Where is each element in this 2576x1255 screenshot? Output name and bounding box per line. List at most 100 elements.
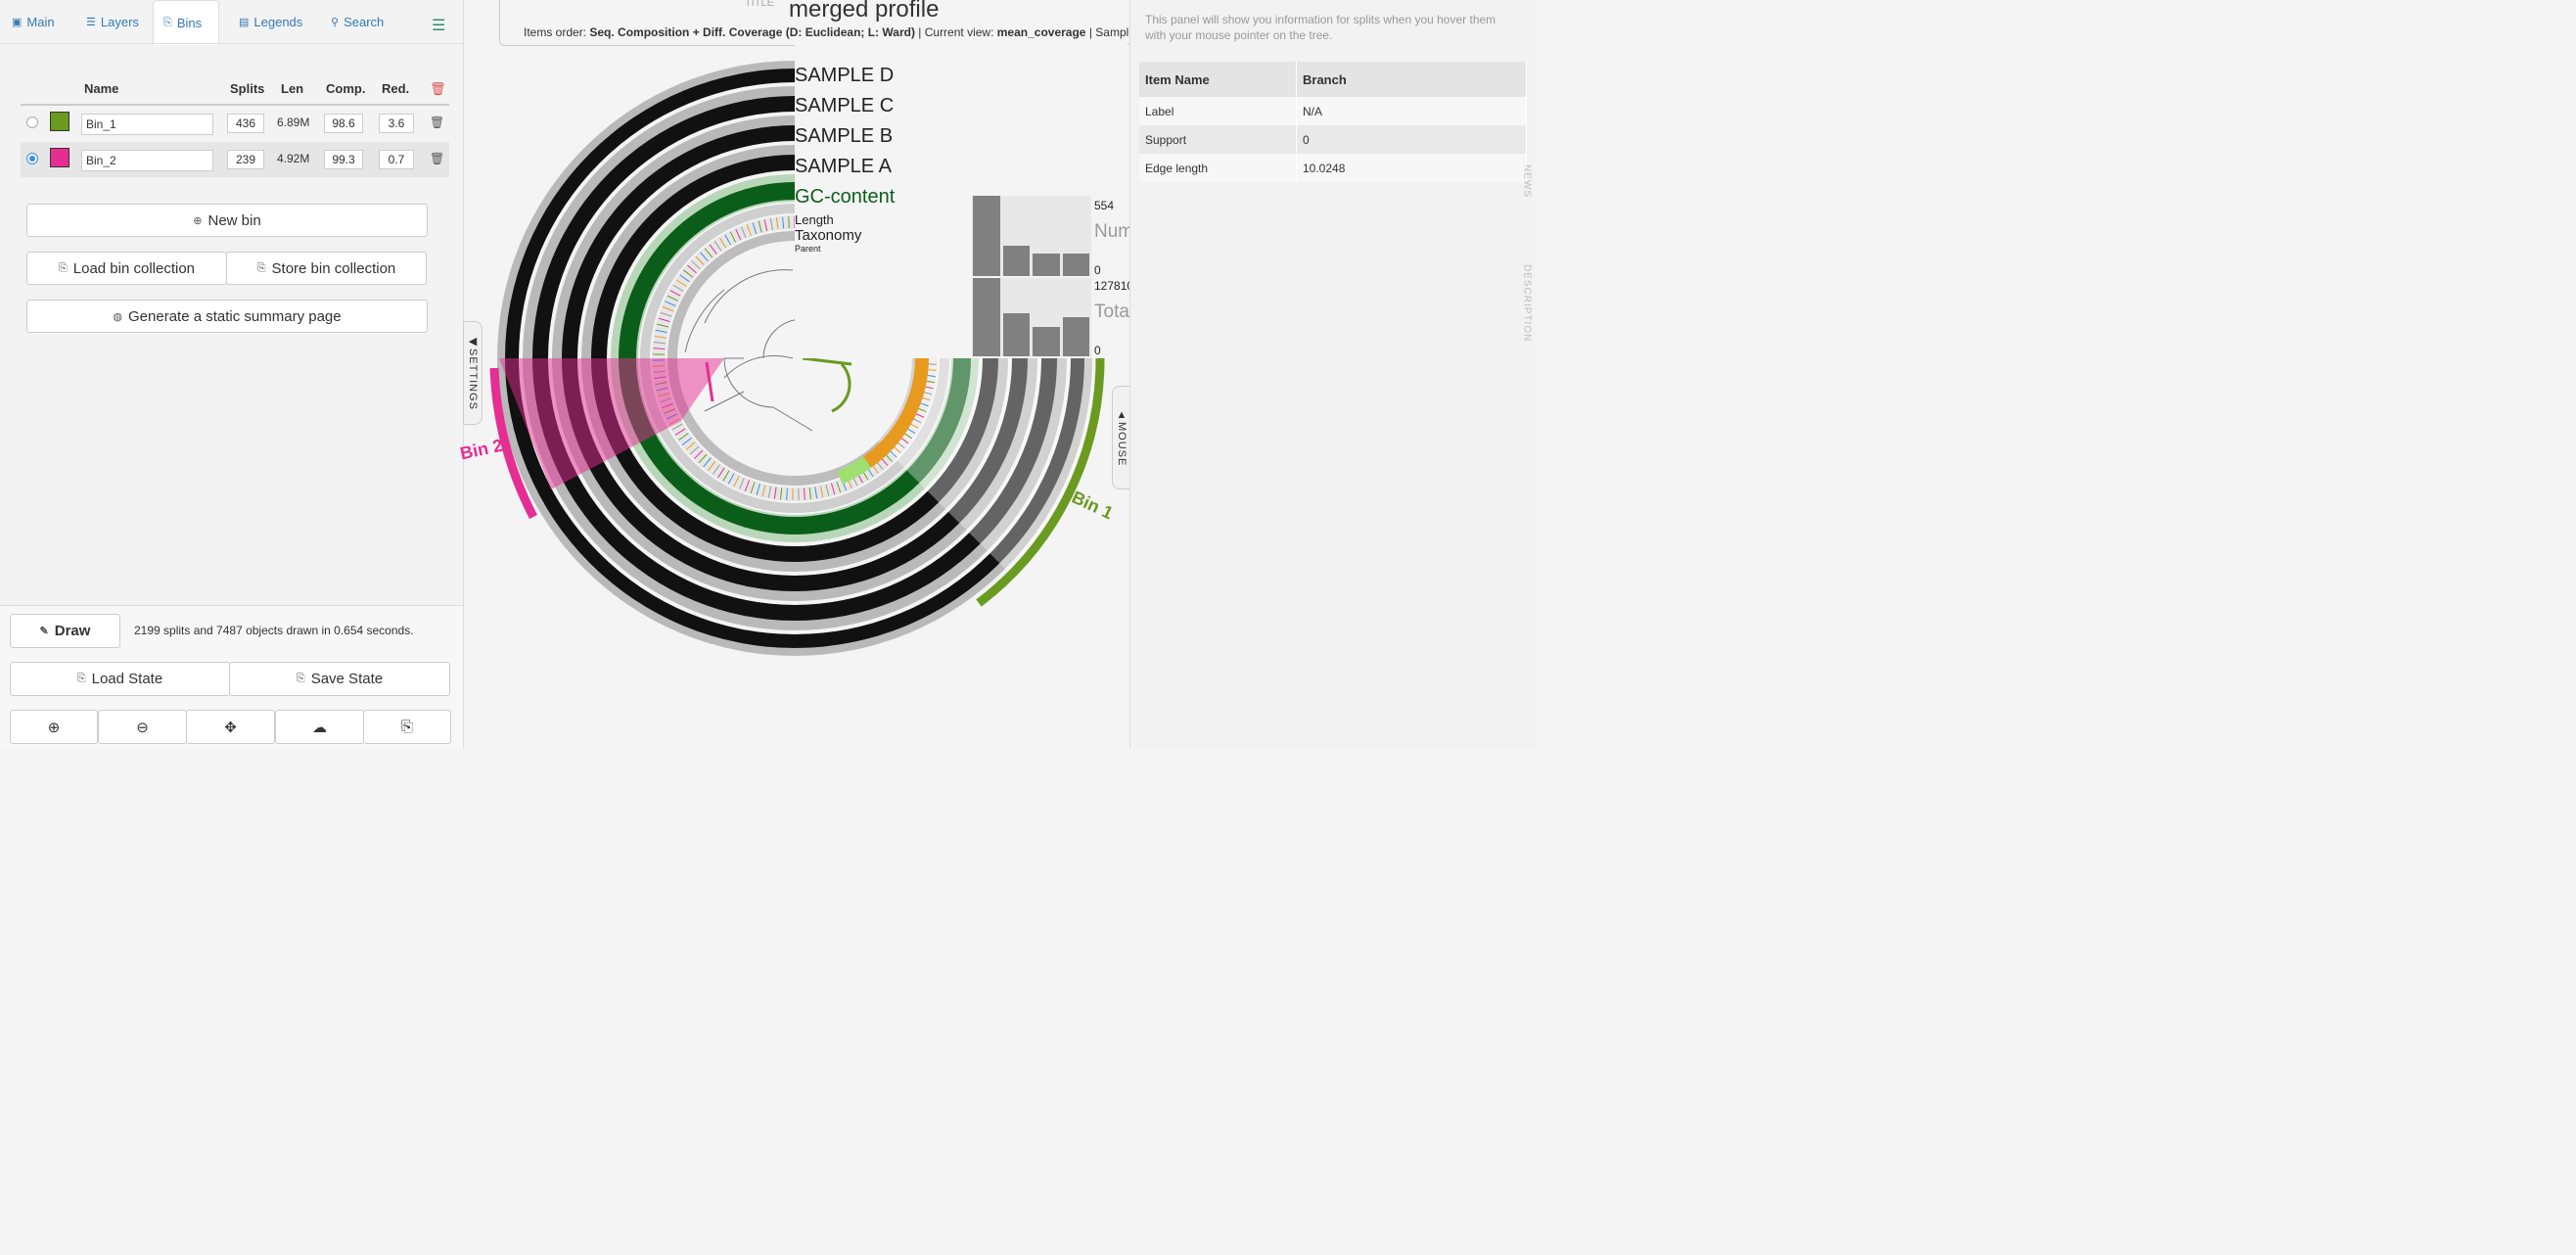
bin-color-swatch[interactable] [50, 112, 69, 131]
bar [973, 196, 1000, 276]
bin-name-input[interactable] [81, 114, 213, 135]
load-state-button[interactable]: ⎘ Load State [10, 662, 230, 696]
bin2-arc[interactable] [489, 367, 537, 520]
search-icon: ⚲ [331, 16, 340, 28]
center-button[interactable]: ✥ [186, 710, 275, 744]
bin-color-swatch[interactable] [50, 148, 69, 167]
taxonomy-tick [665, 301, 676, 306]
delete-bin-icon[interactable]: 🗑 [430, 116, 445, 129]
zoom-in-button[interactable]: ⊕ [10, 710, 98, 744]
taxonomy-tick [727, 473, 735, 485]
taxonomy-tick [814, 487, 818, 499]
header-name: Name [84, 81, 119, 96]
bar [1033, 326, 1060, 356]
taxonomy-tick [819, 486, 824, 498]
tab-bins[interactable]: ⎘ Bins [153, 0, 219, 45]
bin2-tree-clade[interactable] [705, 361, 714, 402]
bar [1002, 245, 1030, 276]
taxonomy-tick [691, 260, 701, 270]
hover-hint: This panel will show you information for… [1145, 13, 1496, 42]
highlight-segment[interactable] [862, 357, 929, 468]
row-key: Edge length [1139, 154, 1297, 182]
menu-icon[interactable]: ☰ [432, 18, 446, 34]
table-row: Edge length 10.0248 [1139, 154, 1527, 182]
export-button[interactable]: ⎘ [363, 710, 451, 744]
taxonomy-tick [782, 216, 785, 229]
title-tab[interactable]: TITLE [745, 0, 774, 9]
image-icon: ▣ [12, 16, 23, 28]
bin-icon: ⎘ [163, 17, 172, 28]
settings-toggle[interactable]: ◀ SETTINGS [463, 321, 483, 425]
bin2-selection-overlay[interactable] [499, 358, 724, 489]
taxonomy-tick [775, 217, 779, 230]
circular-tree-view[interactable] [463, 45, 1129, 748]
bin-select-radio[interactable] [26, 116, 38, 128]
header-item-name: Item Name [1139, 62, 1297, 97]
taxonomy-tick [675, 279, 687, 287]
layer-label: Length [795, 212, 834, 227]
bin-select-radio[interactable] [26, 153, 38, 164]
layer-label: Parent [795, 244, 821, 254]
row-value: N/A [1296, 97, 1527, 125]
taxonomy-tick [729, 231, 737, 243]
reads-bar-panel [972, 278, 1091, 356]
taxonomy-tick [836, 481, 842, 493]
taxonomy-tick [709, 244, 717, 255]
bin-length: 4.92M [277, 152, 310, 165]
tab-main[interactable]: ▣ Main [12, 14, 55, 29]
bin1-tree-clade[interactable] [802, 356, 852, 413]
highlight-segment[interactable] [837, 456, 872, 485]
bin-completion: 98.6 [324, 114, 363, 133]
row-key: Support [1139, 125, 1297, 154]
dendrogram[interactable] [684, 269, 813, 432]
layer-label: SAMPLE C [795, 95, 895, 116]
draw-status: 2199 splits and 7487 objects drawn in 0.… [134, 624, 414, 637]
taxonomy-tick [655, 329, 667, 334]
zoom-out-button[interactable]: ⊖ [98, 710, 187, 744]
delete-bin-icon[interactable]: 🗑 [430, 152, 445, 165]
layer-label: SAMPLE A [795, 156, 892, 177]
save-icon: ⎘ [256, 261, 266, 274]
taxonomy-tick [735, 228, 742, 241]
generate-summary-button[interactable]: ◍ Generate a static summary page [26, 300, 428, 333]
tab-layers[interactable]: ☰ Layers [86, 14, 139, 29]
taxonomy-tick [700, 252, 709, 262]
taxonomy-tick [773, 487, 777, 499]
page-title: merged profile [789, 0, 940, 23]
news-toggle[interactable]: NEWS [1521, 164, 1533, 198]
bin-splits: 239 [227, 150, 264, 169]
draw-button[interactable]: ✎ Draw [10, 614, 120, 648]
table-header-row: Item Name Branch [1139, 62, 1527, 97]
bin1-region[interactable] [878, 358, 1098, 573]
new-bin-button[interactable]: ⊕ New bin [26, 204, 428, 237]
mouse-info-table: Item Name Branch Label N/A Support 0 Edg… [1139, 62, 1527, 182]
table-divider [21, 104, 449, 106]
delete-all-bins-icon[interactable]: 🗑 [430, 81, 446, 96]
taxonomy-tick [708, 461, 716, 472]
load-bin-collection-button[interactable]: ⎘ Load bin collection [26, 252, 227, 285]
header-comp: Comp. [326, 81, 366, 96]
save-state-button[interactable]: ⎘ Save State [229, 662, 450, 696]
bin1-arc[interactable] [976, 357, 1105, 607]
taxonomy-tick [746, 224, 752, 236]
taxonomy-tick [767, 486, 771, 498]
bin-name-input[interactable] [81, 150, 213, 171]
taxonomy-tick [698, 453, 708, 464]
tab-legends[interactable]: ▤ Legends [239, 14, 303, 29]
bar [1062, 317, 1089, 356]
tab-search[interactable]: ⚲ Search [331, 14, 385, 29]
taxonomy-tick [780, 488, 783, 500]
bar [1002, 313, 1030, 356]
pencil-icon: ✎ [39, 626, 49, 637]
store-bin-collection-button[interactable]: ⎘ Store bin collection [226, 252, 427, 285]
taxonomy-tick [713, 464, 720, 475]
upload-button[interactable]: ☁ [275, 710, 364, 744]
taxonomy-tick [803, 488, 805, 500]
bottom-toolbar: ✎ Draw 2199 splits and 7487 objects drawn… [0, 605, 463, 749]
header-len: Len [281, 81, 304, 96]
taxonomy-tick [669, 290, 681, 297]
bin-redundancy: 3.6 [379, 114, 414, 133]
taxonomy-tick [763, 219, 768, 232]
description-toggle[interactable]: DESCRIPTION [1521, 264, 1533, 343]
bin-row: 239 4.92M 99.3 0.7 🗑 [21, 142, 449, 177]
